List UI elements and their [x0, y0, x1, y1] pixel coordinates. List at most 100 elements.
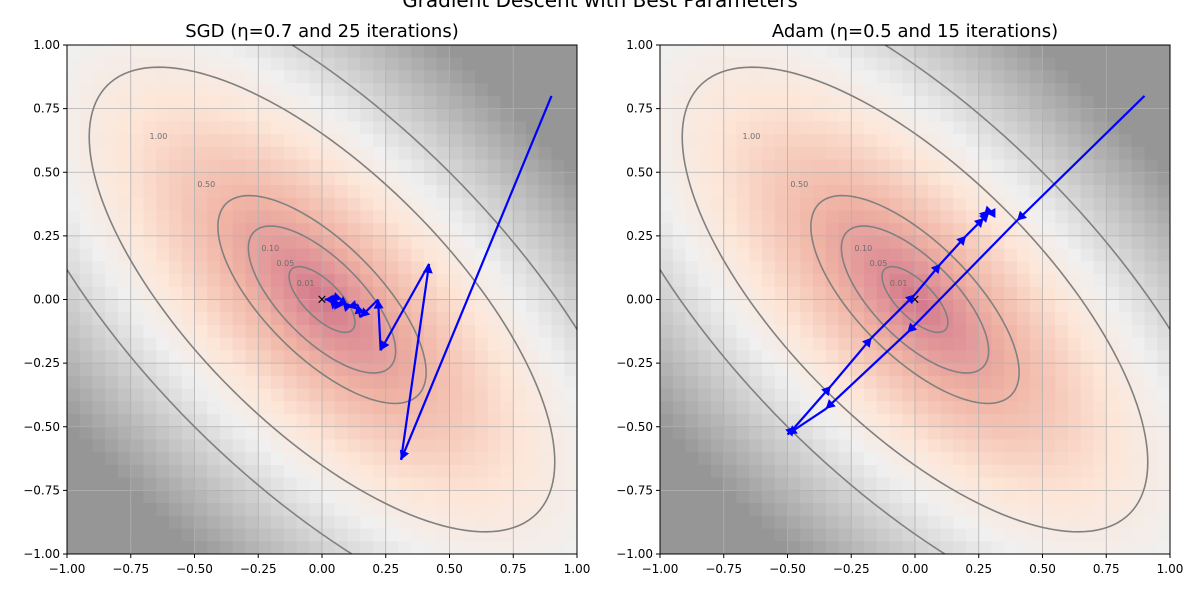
heatmap-cell: [1144, 490, 1158, 504]
heatmap-cell: [181, 375, 196, 390]
heatmap-cell: [526, 324, 540, 339]
heatmap-cell: [322, 452, 336, 466]
heatmap-cell: [118, 324, 132, 339]
heatmap-cell: [723, 45, 738, 59]
heatmap-cell: [245, 121, 259, 135]
heatmap-cell: [385, 464, 400, 479]
heatmap-cell: [736, 375, 750, 390]
heatmap-cell: [902, 108, 916, 122]
heatmap-cell: [1119, 159, 1133, 173]
heatmap-cell: [296, 83, 310, 97]
heatmap-cell: [672, 477, 687, 491]
heatmap-cell: [978, 261, 993, 275]
heatmap-cell: [424, 350, 438, 364]
heatmap-cell: [698, 528, 712, 542]
heatmap-cell: [194, 210, 208, 224]
heatmap-cell: [207, 388, 221, 402]
heatmap-cell: [991, 515, 1005, 530]
heatmap-cell: [436, 134, 451, 148]
heatmap-cell: [283, 363, 298, 377]
heatmap-cell: [538, 350, 553, 364]
heatmap-cell: [462, 235, 476, 250]
heatmap-cell: [838, 210, 852, 224]
heatmap-cell: [1080, 108, 1095, 122]
heatmap-cell: [953, 184, 967, 199]
heatmap-cell: [334, 108, 349, 122]
heatmap-cell: [411, 426, 425, 441]
heatmap-cell: [194, 235, 208, 250]
heatmap-cell: [1119, 83, 1133, 97]
heatmap-cell: [1131, 57, 1146, 72]
heatmap-cell: [915, 172, 929, 186]
heatmap-cell: [232, 210, 247, 224]
minimum-marker: ×: [910, 293, 921, 308]
heatmap-cell: [462, 363, 476, 377]
heatmap-cell: [749, 439, 763, 453]
heatmap-cell: [991, 184, 1005, 199]
heatmap-cell: [978, 134, 993, 148]
heatmap-cell: [220, 388, 234, 402]
heatmap-cell: [825, 363, 840, 377]
heatmap-cell: [105, 235, 119, 250]
heatmap-cell: [774, 235, 789, 250]
heatmap-cell: [118, 477, 132, 491]
heatmap-cell: [169, 248, 183, 262]
heatmap-cell: [864, 388, 878, 402]
heatmap-cell: [347, 541, 361, 554]
heatmap-cell: [1144, 108, 1158, 122]
heatmap-cell: [360, 261, 374, 275]
heatmap-cell: [67, 210, 81, 224]
heatmap-cell: [825, 414, 840, 428]
heatmap-cell: [1029, 375, 1044, 390]
heatmap-cell: [813, 274, 827, 288]
heatmap-cell: [271, 83, 285, 97]
heatmap-cell: [736, 426, 750, 441]
heatmap-cell: [487, 248, 502, 262]
contour-label: 0.50: [790, 180, 808, 189]
heatmap-cell: [436, 439, 451, 453]
heatmap-cell: [762, 45, 776, 59]
heatmap-cell: [1055, 388, 1069, 402]
heatmap-cell: [220, 146, 234, 161]
heatmap-cell: [79, 414, 94, 428]
heatmap-cell: [79, 312, 94, 326]
heatmap-cell: [1144, 45, 1158, 59]
heatmap-cell: [551, 184, 565, 199]
heatmap-cell: [220, 350, 234, 364]
heatmap-cell: [736, 134, 750, 148]
heatmap-cell: [1119, 70, 1133, 84]
heatmap-cell: [130, 235, 145, 250]
heatmap-cell: [551, 350, 565, 364]
heatmap-cell: [436, 312, 451, 326]
heatmap-cell: [787, 414, 801, 428]
heatmap-cell: [1004, 172, 1018, 186]
heatmap-cell: [851, 274, 865, 288]
heatmap-cell: [169, 210, 183, 224]
heatmap-cell: [1042, 452, 1056, 466]
heatmap-cell: [838, 172, 852, 186]
heatmap-cell: [1029, 172, 1044, 186]
heatmap-cell: [475, 515, 489, 530]
heatmap-cell: [1017, 45, 1031, 59]
heatmap-cell: [978, 363, 993, 377]
heatmap-cell: [436, 541, 451, 554]
heatmap-cell: [564, 503, 577, 517]
heatmap-cell: [672, 83, 687, 97]
heatmap-cell: [1042, 312, 1056, 326]
heatmap-cell: [940, 414, 954, 428]
x-tick-label: −0.50: [176, 562, 213, 576]
heatmap-cell: [889, 172, 903, 186]
heatmap-cell: [538, 541, 553, 554]
heatmap-cell: [538, 375, 553, 390]
heatmap-cell: [334, 146, 349, 161]
heatmap-cell: [1029, 134, 1044, 148]
heatmap-cell: [902, 146, 916, 161]
heatmap-cell: [411, 477, 425, 491]
heatmap-cell: [711, 414, 725, 428]
heatmap-cell: [1144, 172, 1158, 186]
heatmap-cell: [156, 464, 170, 479]
heatmap-cell: [143, 45, 157, 59]
heatmap-cell: [538, 184, 553, 199]
heatmap-cell: [449, 223, 463, 237]
heatmap-cell: [876, 146, 891, 161]
